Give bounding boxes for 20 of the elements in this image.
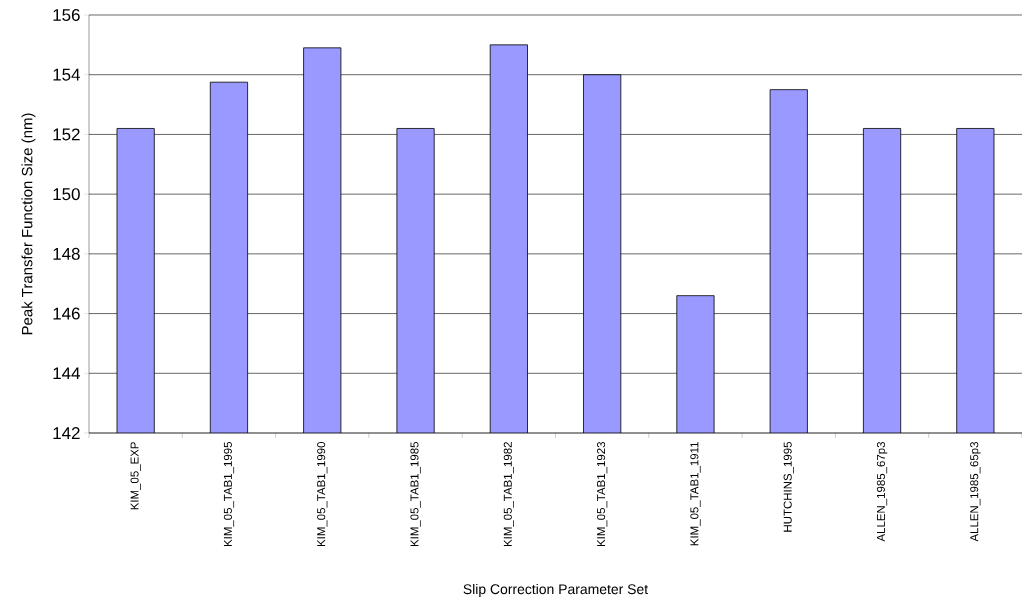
- x-tick-label: KIM_05_EXP: [130, 442, 141, 510]
- x-tick-label: KIM_05_TAB1_1985: [410, 442, 421, 547]
- x-tick-label: KIM_05_TAB1_1911: [690, 442, 701, 546]
- x-tick-label: KIM_05_TAB1_1982: [503, 442, 514, 547]
- y-tick-label: 142: [53, 427, 80, 439]
- y-tick-label: 144: [53, 367, 80, 380]
- x-tick-label: KIM_05_TAB1_1990: [317, 441, 328, 547]
- y-tick-label: 148: [53, 247, 80, 260]
- y-tick-label: 154: [53, 68, 80, 81]
- x-tick-label: ALLEN_1985_67p3: [876, 442, 888, 542]
- y-tick-label: 152: [53, 128, 80, 141]
- x-tick-label: KIM_05_TAB1_1923: [597, 442, 608, 547]
- y-tick-label: 146: [53, 307, 80, 320]
- x-axis-title: Slip Correction Parameter Set: [463, 583, 649, 597]
- y-axis-title: Peak Transfer Function Size (nm): [21, 113, 36, 335]
- x-tick-label: KIM_05_TAB1_1995: [223, 442, 235, 547]
- x-tick-label: HUTCHINS_1995: [783, 442, 794, 532]
- x-tick-label: ALLEN_1985_65p3: [970, 442, 981, 542]
- y-tick-label: 150: [53, 188, 80, 201]
- y-tick-label: 156: [53, 9, 80, 21]
